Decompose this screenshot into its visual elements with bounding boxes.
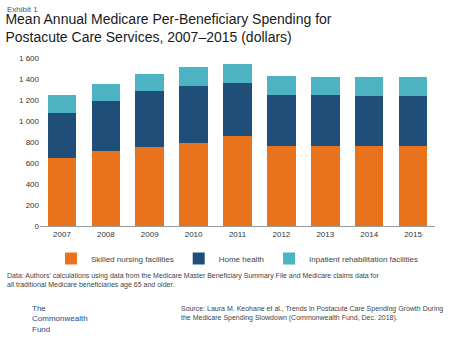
svg-text:Inpatient rehabilitation facil: Inpatient rehabilitation facilities [309,255,418,264]
svg-text:2009: 2009 [141,230,159,239]
svg-text:1 400: 1 400 [19,75,40,84]
svg-text:Exhibit 1: Exhibit 1 [7,5,38,14]
svg-text:1 600: 1 600 [19,54,40,63]
svg-text:1 000: 1 000 [19,117,40,126]
svg-text:2007: 2007 [53,230,71,239]
svg-text:Source: Laura M. Keohane et al: Source: Laura M. Keohane et al., Trends … [181,305,443,322]
svg-text:2014: 2014 [360,230,378,239]
svg-text:2015: 2015 [404,230,422,239]
svg-text:2008: 2008 [97,230,115,239]
svg-text:Data: Authors' calculations us: Data: Authors' calculations using data f… [7,272,379,289]
svg-text:2012: 2012 [272,230,290,239]
svg-text:Skilled nursing facilities: Skilled nursing facilities [91,255,174,264]
svg-text:400: 400 [26,180,40,189]
svg-text:Mean Annual Medicare Per-Benef: Mean Annual Medicare Per-Beneficiary Spe… [5,11,331,45]
svg-text:2010: 2010 [185,230,203,239]
svg-text:800: 800 [26,138,40,147]
svg-text:0: 0 [35,222,40,231]
svg-text:TheCommonwealthFund: TheCommonwealthFund [32,304,88,334]
svg-text:1 200: 1 200 [19,96,40,105]
svg-text:Home health: Home health [219,255,264,264]
svg-text:600: 600 [26,159,40,168]
svg-text:2013: 2013 [316,230,334,239]
svg-text:2011: 2011 [229,230,247,239]
svg-text:200: 200 [26,201,40,210]
